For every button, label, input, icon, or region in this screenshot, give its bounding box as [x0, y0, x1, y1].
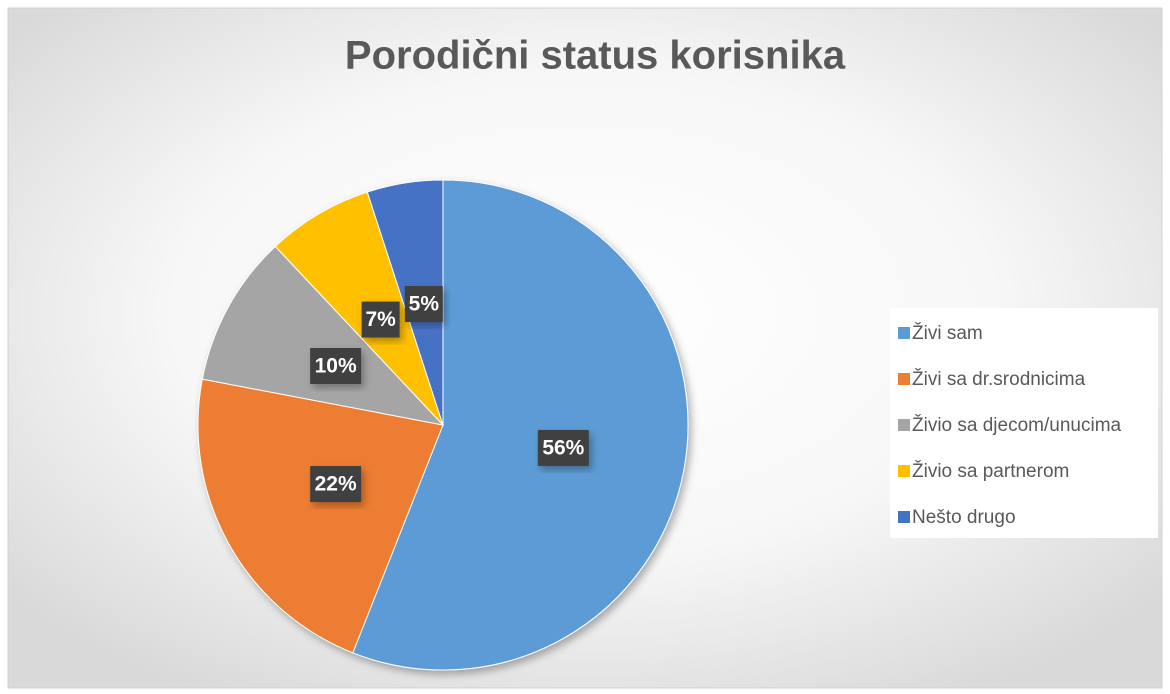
- legend-swatch: [898, 465, 910, 477]
- pie-slice: [197, 378, 444, 654]
- pie-slice: [352, 179, 689, 671]
- data-label: 7%: [365, 308, 396, 331]
- legend-label: Živi sam: [912, 322, 983, 344]
- legend-label: Živio sa djecom/unucima: [912, 414, 1122, 436]
- data-label: 5%: [409, 293, 440, 316]
- legend-swatch: [898, 511, 910, 523]
- legend-swatch: [898, 373, 910, 385]
- pie-slice: [274, 191, 444, 426]
- legend-swatch: [898, 327, 910, 339]
- data-label-box: [361, 301, 400, 338]
- legend-swatch: [898, 419, 910, 431]
- pie-slice: [201, 245, 445, 426]
- legend-label: Živi sa dr.srodnicima: [912, 368, 1086, 390]
- data-label-box: [310, 466, 362, 503]
- legend-label: Živio sa partnerom: [912, 460, 1069, 482]
- legend-label: Nešto drugo: [912, 507, 1016, 528]
- data-label-box: [310, 347, 362, 384]
- data-label-box: [537, 429, 589, 466]
- legend-box: [890, 308, 1158, 538]
- data-label-box: [404, 286, 443, 323]
- data-label: 56%: [542, 437, 584, 460]
- data-label: 22%: [315, 473, 357, 496]
- data-label: 10%: [315, 355, 357, 378]
- chart-title: Porodični status korisnika: [345, 34, 846, 78]
- pie: [197, 179, 689, 671]
